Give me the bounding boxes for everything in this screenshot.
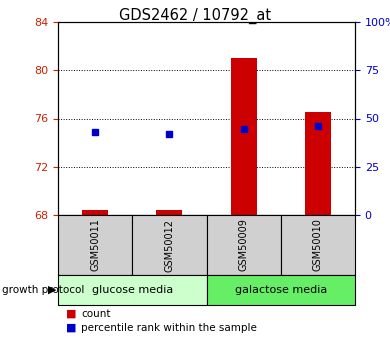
- Bar: [58, 275, 206, 305]
- Bar: [82, 209, 108, 215]
- Bar: [58, 215, 132, 275]
- Text: galactose media: galactose media: [235, 285, 327, 295]
- Text: ■: ■: [66, 309, 76, 319]
- Bar: [156, 209, 183, 215]
- Bar: [206, 215, 281, 275]
- Text: count: count: [82, 309, 111, 319]
- Bar: [305, 112, 331, 215]
- Text: GSM50009: GSM50009: [239, 219, 249, 272]
- Text: glucose media: glucose media: [92, 285, 173, 295]
- Text: GSM50011: GSM50011: [90, 219, 100, 272]
- Text: GDS2462 / 10792_at: GDS2462 / 10792_at: [119, 8, 271, 24]
- Text: GSM50012: GSM50012: [164, 218, 174, 272]
- Bar: [230, 58, 257, 215]
- Bar: [132, 215, 206, 275]
- Text: GSM50010: GSM50010: [313, 219, 323, 272]
- Text: ▶: ▶: [48, 285, 57, 295]
- Text: ■: ■: [66, 323, 76, 333]
- Text: growth protocol: growth protocol: [2, 285, 84, 295]
- Text: percentile rank within the sample: percentile rank within the sample: [82, 323, 257, 333]
- Bar: [281, 215, 355, 275]
- Bar: [206, 275, 355, 305]
